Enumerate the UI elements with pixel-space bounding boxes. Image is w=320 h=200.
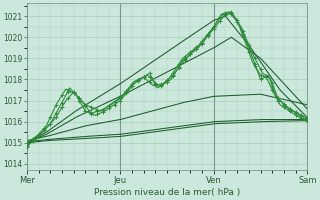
X-axis label: Pression niveau de la mer( hPa ): Pression niveau de la mer( hPa ) (94, 188, 240, 197)
